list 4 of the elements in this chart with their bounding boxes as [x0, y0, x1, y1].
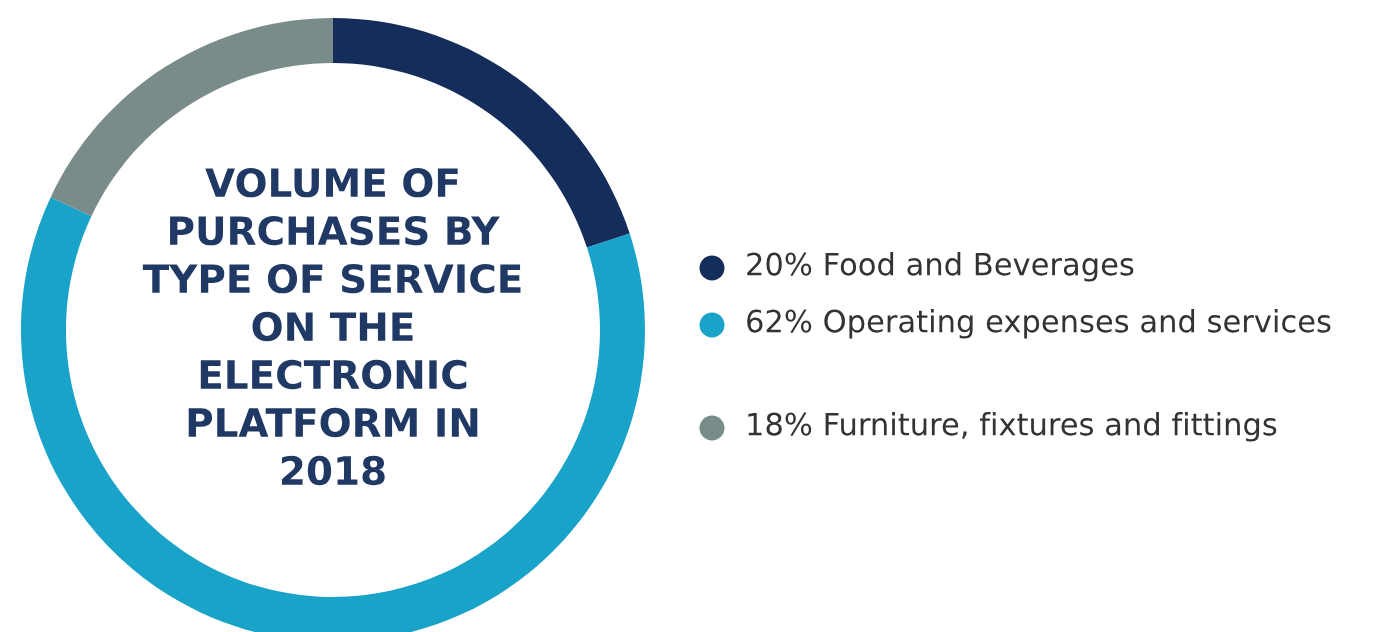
legend-label: 20% Food and Beverages: [747, 252, 1134, 282]
text: VOLUME OF PURCHASES BY TYPE OF SERVICE ON THE ELECTRONIC PLATFORM IN 2018: [142, 167, 521, 486]
legend-label: 62% Operating expenses and services: [747, 309, 1331, 339]
legend-label: 18% Furniture, fixtures and fittings: [748, 412, 1277, 442]
